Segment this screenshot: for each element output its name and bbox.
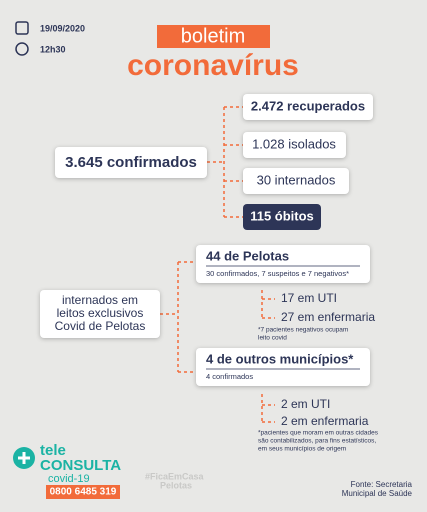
outcome: 30 internados: [257, 172, 336, 187]
group-title: 44 de Pelotas: [206, 248, 289, 263]
connector: [160, 261, 275, 423]
note: são contabilizados, para fins estatístic…: [258, 438, 376, 445]
confirmed: 3.645 confirmados: [65, 154, 197, 171]
logo: covid-19: [48, 473, 90, 485]
outcome: 1.028 isolados: [252, 136, 336, 151]
clock-icon: [15, 42, 29, 56]
phone: 0800 6485 319: [50, 487, 117, 498]
note: leito covid: [258, 335, 287, 342]
box: [243, 132, 346, 158]
box: [243, 94, 373, 120]
connector: [207, 106, 243, 218]
box: [196, 348, 370, 386]
time: 12h30: [40, 44, 66, 54]
hashtag: Pelotas: [160, 480, 192, 490]
logo-cross: [18, 452, 30, 464]
source: Municipal de Saúde: [342, 489, 413, 498]
logo: tele: [40, 442, 66, 459]
box: [243, 168, 349, 194]
hospital-label: Covid de Pelotas: [55, 319, 146, 333]
hospital-label: internados em: [62, 293, 138, 307]
group-item: 2 em enfermaria: [281, 414, 369, 428]
phone-box: [46, 485, 120, 499]
note: *pacientes que moram em outras cidades: [258, 430, 379, 437]
note: em seus municípios de origem: [258, 446, 346, 453]
note: *7 pacientes negativos ocupam: [258, 327, 348, 334]
date: 19/09/2020: [40, 23, 85, 33]
calendar-icon: [15, 21, 29, 35]
box: [40, 290, 160, 338]
outcome: 115 óbitos: [250, 208, 314, 223]
outcome: 2.472 recuperados: [251, 98, 365, 113]
tag: boletim: [181, 25, 245, 47]
box: [55, 147, 207, 178]
group-item: 27 em enfermaria: [281, 310, 375, 324]
source: Fonte: Secretaria: [351, 480, 413, 489]
group-title: 4 de outros municípios*: [206, 351, 354, 366]
group-detail: 4 confirmados: [206, 372, 253, 381]
group-item: 2 em UTI: [281, 397, 330, 411]
tag-box: [157, 25, 270, 48]
hashtag: #FicaEmCasa: [145, 471, 205, 481]
group-item: 17 em UTI: [281, 291, 337, 305]
logo: CONSULTA: [40, 457, 121, 474]
group-detail: 30 confirmados, 7 suspeitos e 7 negativo…: [206, 269, 349, 278]
box: [243, 204, 321, 230]
title: coronavírus: [127, 49, 299, 82]
box: [196, 245, 370, 283]
hospital-label: leitos exclusivos: [57, 306, 144, 320]
